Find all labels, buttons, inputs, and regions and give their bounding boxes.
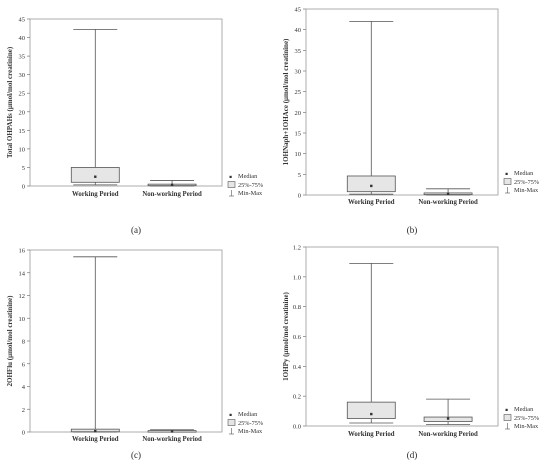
category-label: Non-working Period [142, 191, 202, 198]
y-tick-label: 20 [295, 110, 302, 117]
median-marker [370, 184, 373, 188]
y-tick-label: 25 [295, 89, 302, 96]
legend-label: 25%-75% [238, 420, 264, 427]
y-axis-label: 2OHFlu (μmol/mol creatinine) [6, 295, 14, 387]
legend-box-swatch [227, 181, 236, 188]
y-tick-label: 25 [19, 91, 26, 98]
chart-panel-4: 0.0 0.2 0.4 0.6 0.8 1.0 1.2 1OHPy (μmol/mol cre… [282, 245, 540, 461]
category-label: Non-working Period [418, 199, 478, 206]
y-tick-label: 6 [22, 361, 26, 368]
y-tick-label: 0 [22, 184, 25, 191]
y-tick-label: 45 [19, 17, 26, 24]
median-marker [370, 412, 373, 416]
legend-label: 25%-75% [514, 179, 540, 186]
y-tick-label: 12 [19, 293, 26, 300]
y-tick-label: 0.6 [293, 334, 302, 341]
chart-panel-2: 0 5 10 15 20 25 30 35 40 45 1OHNaph+1OHAce (μmol/m… [282, 7, 540, 236]
legend-label: 25%-75% [238, 182, 264, 189]
legend-label: Min-Max [238, 190, 263, 197]
box-iqr [70, 167, 120, 183]
y-tick-label: 4 [22, 384, 26, 391]
median-marker [94, 175, 97, 178]
y-tick-label: 20 [19, 109, 26, 116]
y-tick-label: 15 [295, 131, 302, 138]
y-tick-label: 30 [295, 69, 302, 76]
y-axis-label: 1OHPy (μmol/mol creatinine) [282, 292, 290, 381]
y-tick-label: 5 [298, 172, 301, 179]
legend-label: Min-Max [238, 428, 263, 435]
legend-label: Median [514, 170, 534, 177]
y-tick-label: 10 [19, 316, 26, 323]
y-tick-label: 14 [19, 270, 26, 277]
category-label: Non-working Period [142, 436, 202, 443]
legend-median-marker [505, 408, 508, 411]
legend-median-marker [229, 413, 232, 416]
y-tick-label: 0 [22, 430, 25, 437]
y-tick-label: 0.0 [293, 424, 301, 431]
legend-median-marker [505, 172, 508, 175]
y-tick-label: 45 [295, 7, 302, 14]
y-tick-label: 2 [22, 407, 25, 414]
y-axis-label: Total OHPAHs (μmol/mol creatinine) [6, 46, 14, 158]
box-iqr [346, 175, 396, 193]
y-tick-label: 35 [19, 54, 26, 61]
chart-panel-1: 0 5 10 15 20 25 30 35 40 45 Total OHPAHs (μmol/mol… [6, 17, 264, 236]
y-tick-label: 0.8 [293, 304, 301, 311]
panel-label: (a) [131, 225, 141, 235]
legend-label: Min-Max [514, 423, 539, 430]
y-tick-label: 5 [22, 165, 25, 172]
legend-label: Median [238, 173, 258, 180]
y-tick-label: 30 [19, 72, 26, 79]
panel-label: (b) [407, 225, 418, 235]
y-tick-label: 10 [295, 151, 302, 158]
median-marker [446, 192, 450, 195]
legend-box-swatch [503, 178, 512, 185]
category-label: Working Period [72, 436, 119, 443]
y-tick-label: 10 [19, 146, 26, 153]
chart-panel-3: 0 2 4 6 8 10 12 14 16 2OHFlu (μmol/mol creatinine… [6, 248, 264, 461]
box-iqr [346, 401, 396, 419]
y-tick-label: 8 [22, 339, 25, 346]
legend-label: Median [514, 406, 534, 413]
median-marker [94, 429, 97, 433]
legend-box-swatch [227, 419, 236, 426]
legend-box-swatch [503, 414, 512, 421]
plot-frame [305, 8, 499, 196]
y-tick-label: 1.0 [293, 274, 301, 281]
y-tick-label: 16 [19, 248, 26, 255]
legend-label: Median [238, 411, 258, 418]
legend-label: Min-Max [514, 187, 539, 194]
y-axis-label: 1OHNaph+1OHAce (μmol/mol creatinine) [282, 38, 290, 165]
legend-label: 25%-75% [514, 415, 540, 422]
y-tick-label: 15 [19, 128, 26, 135]
y-tick-label: 1.2 [293, 245, 301, 252]
legend-median-marker [229, 175, 232, 178]
plot-frame [29, 249, 223, 433]
panel-label: (d) [407, 450, 418, 460]
category-label: Working Period [72, 191, 119, 198]
category-label: Non-working Period [418, 431, 478, 438]
median-marker [170, 430, 174, 433]
median-marker [446, 417, 450, 420]
y-tick-label: 0 [298, 193, 301, 200]
plot-frame [29, 18, 223, 187]
category-label: Working Period [348, 431, 395, 438]
y-tick-label: 0.4 [293, 364, 302, 371]
y-tick-label: 40 [295, 27, 302, 34]
panel-label: (c) [131, 450, 141, 460]
category-label: Working Period [348, 199, 395, 206]
y-tick-label: 0.2 [293, 394, 301, 401]
y-tick-label: 40 [19, 35, 26, 42]
median-marker [170, 183, 174, 187]
y-tick-label: 35 [295, 48, 302, 55]
